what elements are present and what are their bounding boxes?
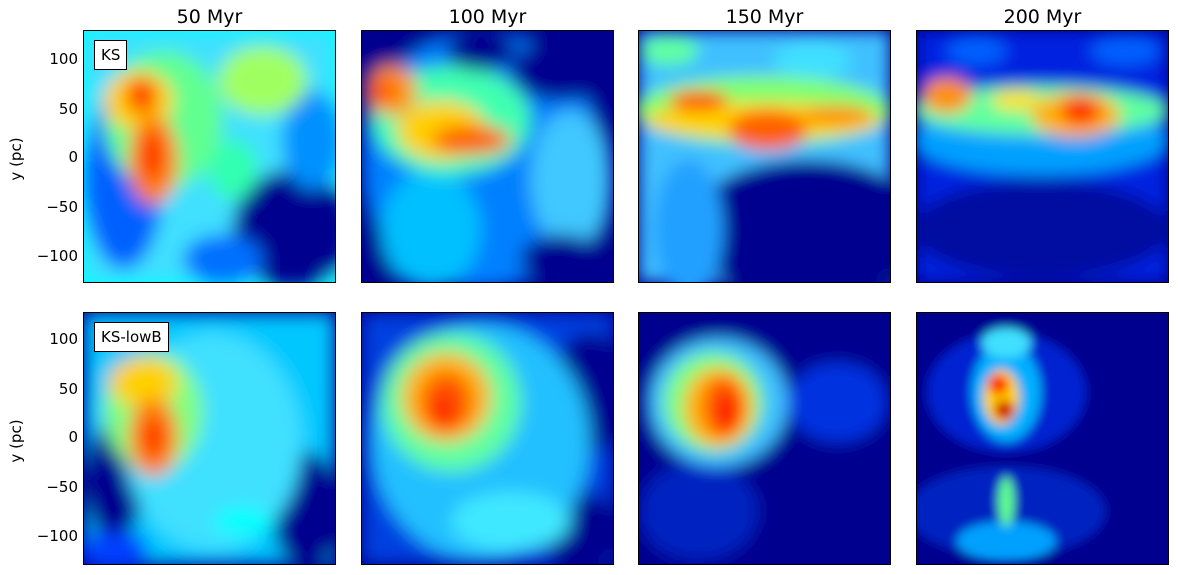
density-map-kslowb-200myr [917,313,1168,564]
panel-kslowb-150myr [638,312,891,565]
panel-kslowb-50myr [83,312,336,565]
panel-ks-150myr [638,30,891,283]
density-map-kslowb-50myr [84,313,335,564]
y-tick-50-row-1: 50 [58,100,78,118]
y-tick-minus100-row-1: −100 [36,247,78,265]
y-tick-100-row-1: 100 [49,50,78,68]
density-map-ks-50myr [84,31,335,282]
y-tick-50-row-2: 50 [58,380,78,398]
column-title-3: 150 Myr [725,6,804,28]
y-tick-100-row-2: 100 [49,330,78,348]
panel-kslowb-200myr [916,312,1169,565]
y-axis-label-text-row-2: y (pc) [7,419,25,463]
panel-label-ks-lowb: KS-lowB [94,322,169,352]
density-map-kslowb-100myr [362,313,613,564]
y-tick-minus50-row-2: −50 [46,478,78,496]
density-map-ks-200myr [917,31,1168,282]
y-axis-label-text-row-1: y (pc) [7,137,25,181]
density-map-ks-100myr [362,31,613,282]
column-title-1: 50 Myr [176,6,243,28]
y-tick-minus50-row-1: −50 [46,198,78,216]
column-title-2: 100 Myr [448,6,527,28]
density-map-ks-150myr [639,31,890,282]
panel-ks-50myr [83,30,336,283]
y-tick-0-row-2: 0 [68,428,78,446]
density-map-kslowb-150myr [639,313,890,564]
column-title-4: 200 Myr [1003,6,1082,28]
panel-label-ks: KS [94,40,128,70]
y-tick-0-row-1: 0 [68,148,78,166]
panel-ks-200myr [916,30,1169,283]
panel-kslowb-100myr [361,312,614,565]
y-tick-minus100-row-2: −100 [36,527,78,545]
panel-ks-100myr [361,30,614,283]
